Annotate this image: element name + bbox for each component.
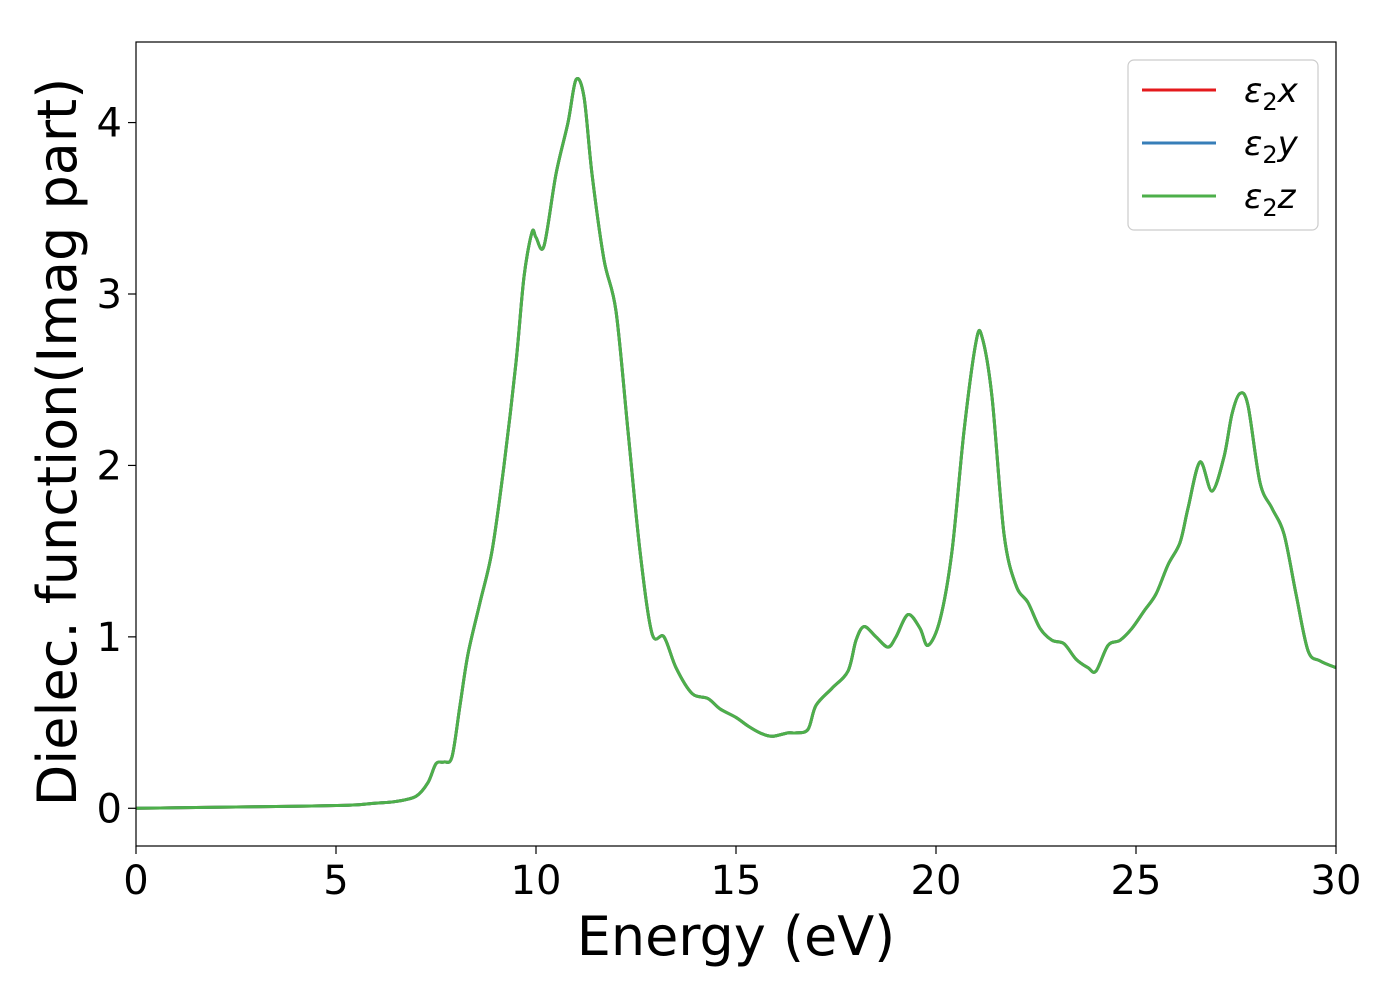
- x-axis-title: Energy (eV): [577, 905, 896, 968]
- legend-label-x: ε2x: [1244, 71, 1299, 116]
- y-tick-label: 2: [97, 443, 122, 489]
- x-tick-label: 25: [1111, 858, 1162, 904]
- x-tick-label: 5: [323, 858, 348, 904]
- legend-label-z: ε2z: [1244, 177, 1297, 222]
- legend-box: [1127, 59, 1319, 231]
- x-tick-label: 10: [511, 858, 562, 904]
- y-tick-label: 0: [97, 786, 122, 832]
- y-tick-label: 1: [97, 615, 122, 661]
- series-line-z: [136, 77, 1336, 810]
- x-tick-label: 30: [1311, 858, 1362, 904]
- y-axis-title: Dielec. function(Imag part): [26, 78, 89, 807]
- x-tick-label: 15: [711, 858, 762, 904]
- y-tick-label: 4: [97, 101, 122, 147]
- legend: ε2x ε2y ε2z: [1127, 59, 1319, 231]
- y-tick-label: 3: [97, 272, 122, 318]
- x-tick-label: 20: [911, 858, 962, 904]
- legend-label-y: ε2y: [1244, 124, 1299, 169]
- x-tick-label: 0: [123, 858, 148, 904]
- ticks-layer: 0 5 10 15 20 25 30 0 1 2 3 4: [97, 101, 1362, 904]
- series-layer: [136, 77, 1336, 810]
